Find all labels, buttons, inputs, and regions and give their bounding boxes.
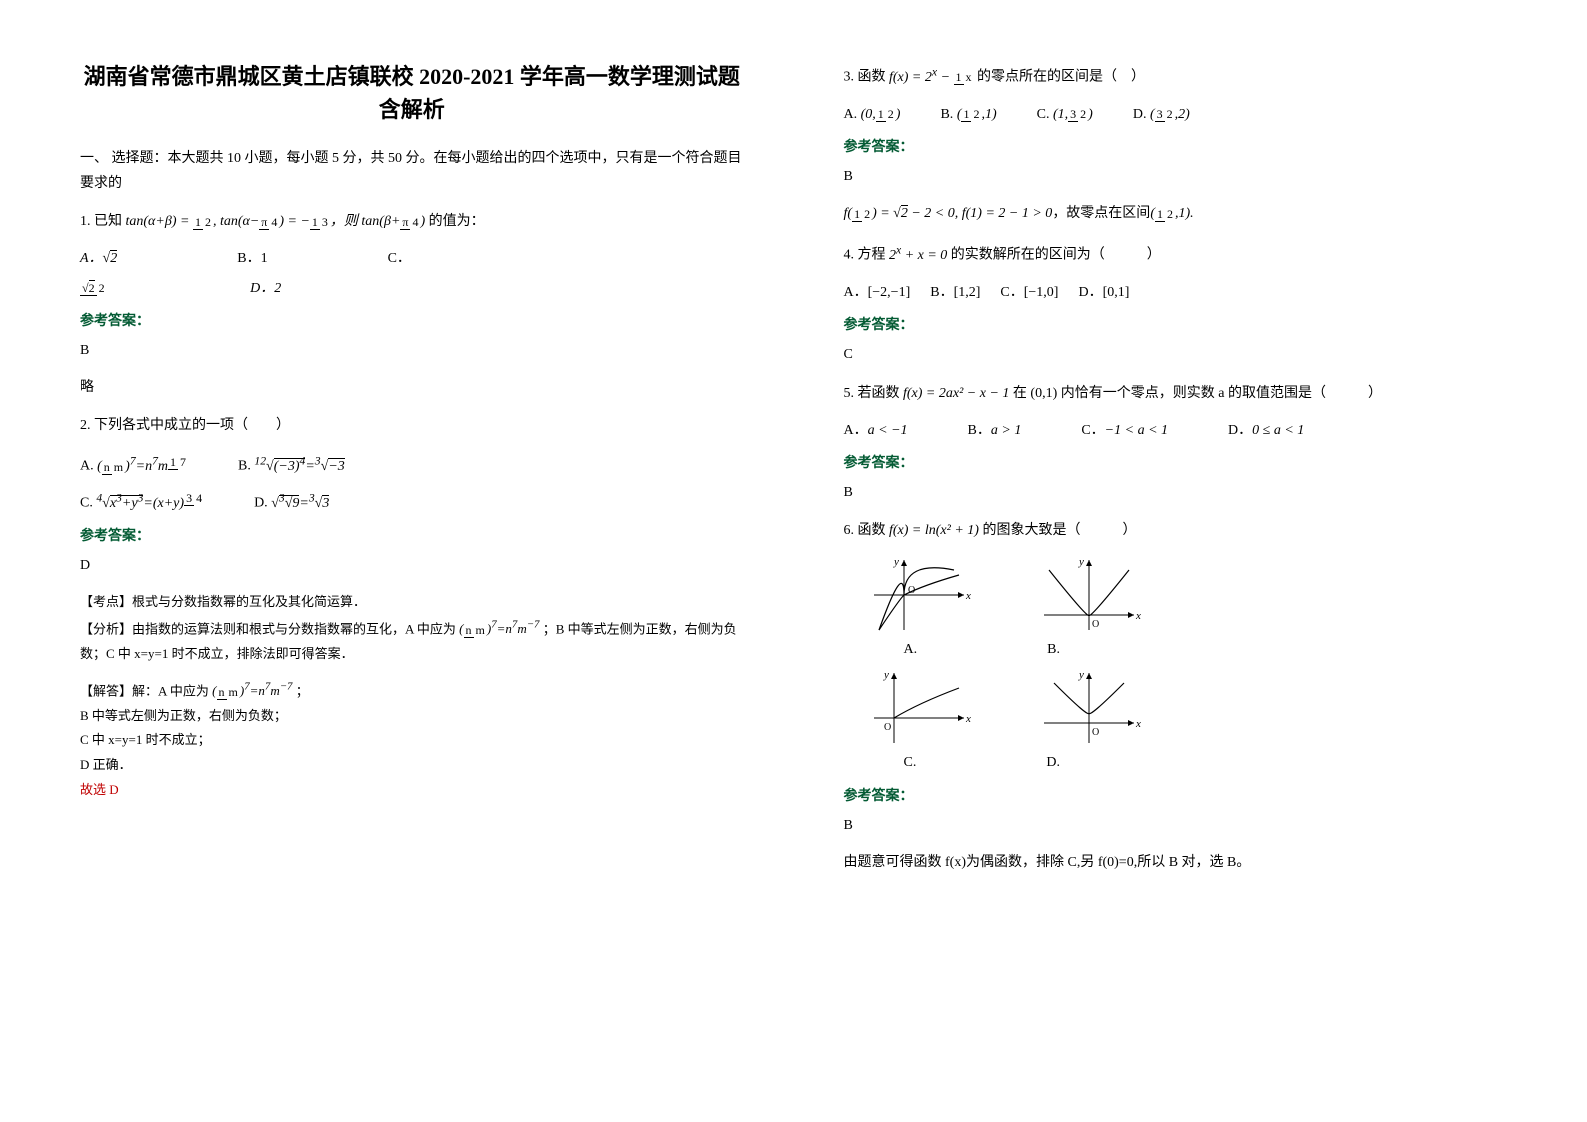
q6-graphs-row2: x y O x y O [864,668,1508,748]
q3-pre: 3. 函数 [844,70,886,85]
q6-graphs-row1: x y O x y O [864,555,1508,635]
q6-answer: B [844,813,1508,838]
q4-opt-d: D．[0,1] [1078,280,1129,305]
q1-opt-c: C． [388,246,411,271]
q2-opt-c: C. 4√x3+y3=(x+y)34 [80,487,204,516]
answer-label: 参考答案： [844,784,1508,809]
q3-opt-b: B. (12,1) [940,102,996,127]
svg-text:x: x [1135,718,1141,730]
q1-stem-tail: 的值为： [429,214,485,229]
svg-text:y: y [1078,669,1084,681]
question-2: 2. 下列各式中成立的一项（ ） [80,412,744,440]
answer-label: 参考答案： [80,524,744,549]
q2-solve-line: 【解答】解：A 中应为 (nm)7=n7m−7 ； [80,677,744,704]
svg-text:y: y [1078,556,1084,568]
q1-opt-c2: √22 D．2 [80,276,744,301]
q1-options: A．√2 B．1 C． [80,246,744,271]
q6-formula: f(x) = ln(x² + 1) [889,523,982,538]
question-1: 1. 已知 tan(α+β) = 12, tan(α−π4) = −13，则 t… [80,208,744,236]
svg-text:y: y [893,556,899,568]
question-6: 6. 函数 f(x) = ln(x² + 1) 的图象大致是（ ） [844,517,1508,545]
q4-options: A．[−2,−1] B．[1,2] C．[−1,0] D．[0,1] [844,280,1508,305]
q2-point: 【考点】根式与分数指数幂的互化及其化简运算． [80,590,744,615]
svg-text:O: O [884,722,891,733]
q4-answer: C [844,342,1508,367]
question-5: 5. 若函数 f(x) = 2ax² − x − 1 在 (0,1) 内恰有一个… [844,380,1508,408]
graph-a: x y O [864,555,974,635]
q6-pre: 6. 函数 [844,523,886,538]
q3-opt-d: D. (32,2) [1133,102,1190,127]
q2-line-d: D 正确． [80,753,744,778]
q4-formula: 2x + x = 0 [889,248,951,263]
q5-opt-c: C．−1 < a < 1 [1081,418,1168,443]
answer-label: 参考答案： [80,309,744,334]
answer-label: 参考答案： [844,135,1508,160]
q3-post: 的零点所在的区间是（ ） [977,70,1145,85]
q1-opt-a: A．√2 [80,246,117,271]
q1-opt-b: B．1 [237,246,267,271]
q3-opt-a: A. (0,12) [844,102,901,127]
q3-opt-c: C. (1,32) [1037,102,1093,127]
q3-detail: f(12) = √2 − 2 < 0, f(1) = 2 − 1 > 0，故零点… [844,201,1508,226]
q6-reason: 由题意可得函数 f(x)为偶函数，排除 C,另 f(0)=0,所以 B 对，选 … [844,850,1508,875]
q1-stem-pre: 1. 已知 [80,214,122,229]
q5-mid: 在 (0,1) 内恰有一个零点，则实数 a 的取值范围是（ ） [1013,386,1382,401]
svg-text:O: O [1092,619,1099,630]
q3-answer: B [844,164,1508,189]
q5-pre: 5. 若函数 [844,386,904,401]
q2-analysis-line: 【分析】由指数的运算法则和根式与分数指数幂的互化，A 中应为 (nm)7=n7m… [80,615,744,667]
answer-label: 参考答案： [844,451,1508,476]
q6-label-c: C. [904,750,917,775]
q1-answer: B [80,338,744,363]
q5-answer: B [844,480,1508,505]
q2-analysis: 【考点】根式与分数指数幂的互化及其化简运算． 【分析】由指数的运算法则和根式与分… [80,590,744,802]
q6-label-d: D. [1046,750,1060,775]
q6-label-a: A. [904,637,918,662]
q6-labels-row2: C. D. [904,750,1508,775]
question-3: 3. 函数 f(x) = 2x − 1x 的零点所在的区间是（ ） [844,60,1508,92]
q2-opt-a: A. (nm)7=n7m17 [80,450,188,479]
answer-label: 参考答案： [844,313,1508,338]
q6-label-b: B. [1047,637,1060,662]
q2-line-end: 故选 D [80,778,744,803]
page-title: 湖南省常德市鼎城区黄土店镇联校 2020-2021 学年高一数学理测试题含解析 [80,60,744,126]
q6-post: 的图象大致是（ ） [982,523,1136,538]
q1-formula: tan(α+β) = 12, tan(α−π4) = −13，则 tan(β+π… [126,214,426,229]
svg-text:y: y [883,669,889,681]
q1-opt-d: D．2 [250,281,281,296]
q5-opt-b: B．a > 1 [968,418,1022,443]
q2-opt-d: D. √3√9=3√3 [254,487,329,516]
q3-options: A. (0,12) B. (12,1) C. (1,32) D. (32,2) [844,102,1508,127]
svg-text:x: x [1135,610,1141,622]
q4-opt-c: C．[−1,0] [1000,280,1058,305]
graph-d: x y O [1034,668,1144,748]
graph-c: x y O [864,668,974,748]
q5-options: A．a < −1 B．a > 1 C．−1 < a < 1 D．0 ≤ a < … [844,418,1508,443]
svg-text:O: O [1092,727,1099,738]
q5-opt-a: A．a < −1 [844,418,908,443]
q1-extra: 略 [80,375,744,400]
q2-row1: A. (nm)7=n7m17 B. 12√(−3)4=3√−3 [80,450,744,479]
q5-formula: f(x) = 2ax² − x − 1 [903,386,1009,401]
section-heading: 一、 选择题：本大题共 10 小题，每小题 5 分，共 50 分。在每小题给出的… [80,146,744,196]
q3-formula: f(x) = 2x − 1x [889,70,974,85]
q2-line-c: C 中 x=y=1 时不成立； [80,728,744,753]
q4-pre: 4. 方程 [844,248,886,263]
graph-b: x y O [1034,555,1144,635]
q2-row2: C. 4√x3+y3=(x+y)34 D. √3√9=3√3 [80,487,744,516]
q2-line-b: B 中等式左侧为正数，右侧为负数； [80,704,744,729]
question-4: 4. 方程 2x + x = 0 的实数解所在的区间为（ ） [844,238,1508,270]
q2-answer: D [80,553,744,578]
svg-text:x: x [965,713,971,725]
q4-opt-b: B．[1,2] [930,280,980,305]
svg-text:x: x [965,590,971,602]
q2-opt-b: B. 12√(−3)4=3√−3 [238,450,345,479]
q6-labels-row1: A. B. [904,637,1508,662]
q4-opt-a: A．[−2,−1] [844,280,911,305]
q4-post: 的实数解所在的区间为（ ） [951,248,1161,263]
q5-opt-d: D．0 ≤ a < 1 [1228,418,1304,443]
